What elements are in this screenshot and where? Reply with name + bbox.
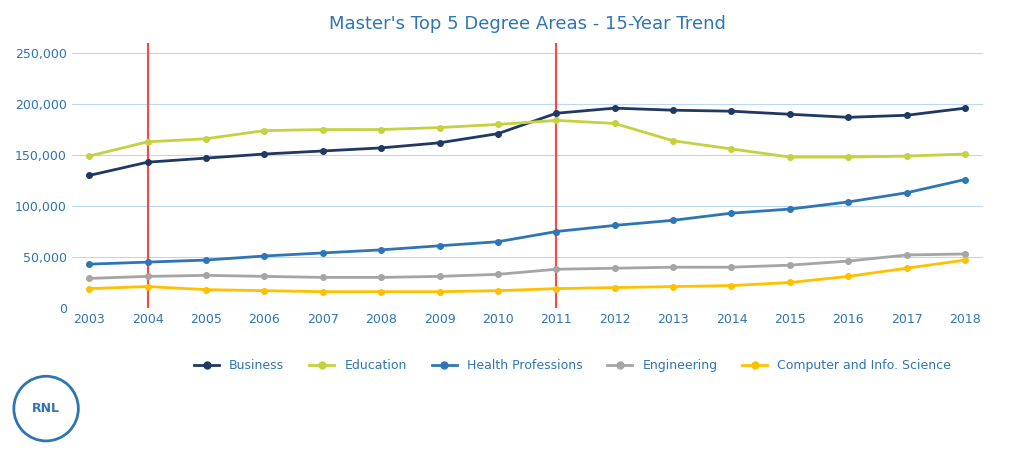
Business xyxy=(667,107,679,113)
Engineering xyxy=(958,251,971,257)
Circle shape xyxy=(13,376,79,441)
Health Professions xyxy=(842,199,854,205)
Business xyxy=(316,148,329,154)
Engineering xyxy=(433,274,445,279)
Title: Master's Top 5 Degree Areas - 15-Year Trend: Master's Top 5 Degree Areas - 15-Year Tr… xyxy=(329,15,726,33)
Computer and Info. Science xyxy=(258,288,270,293)
Business xyxy=(433,140,445,145)
Line: Health Professions: Health Professions xyxy=(86,177,968,267)
Education xyxy=(550,118,562,123)
Education xyxy=(258,128,270,133)
Business xyxy=(83,173,95,178)
Business xyxy=(725,109,737,114)
Business xyxy=(608,106,621,111)
Engineering xyxy=(608,265,621,271)
Education xyxy=(375,127,387,132)
Line: Business: Business xyxy=(86,106,968,178)
Health Professions xyxy=(433,243,445,248)
Computer and Info. Science xyxy=(492,288,504,293)
Engineering xyxy=(141,274,154,279)
Health Professions xyxy=(375,247,387,253)
Computer and Info. Science xyxy=(667,284,679,289)
Education xyxy=(608,121,621,126)
Line: Computer and Info. Science: Computer and Info. Science xyxy=(86,257,968,295)
Business xyxy=(200,155,212,161)
Health Professions xyxy=(141,260,154,265)
Health Professions xyxy=(608,223,621,228)
Business xyxy=(141,159,154,165)
Health Professions xyxy=(200,257,212,263)
Education xyxy=(316,127,329,132)
Health Professions xyxy=(783,207,796,212)
Computer and Info. Science xyxy=(141,284,154,289)
Engineering xyxy=(725,264,737,270)
Health Professions xyxy=(900,190,912,195)
Business xyxy=(783,111,796,117)
Business xyxy=(258,151,270,157)
Education xyxy=(667,138,679,144)
Engineering xyxy=(375,275,387,280)
Education xyxy=(725,146,737,152)
Business xyxy=(550,110,562,116)
Engineering xyxy=(316,275,329,280)
Education xyxy=(141,139,154,145)
Computer and Info. Science xyxy=(608,285,621,291)
Education xyxy=(433,125,445,130)
Computer and Info. Science xyxy=(958,257,971,263)
Education xyxy=(492,122,504,127)
Engineering xyxy=(550,267,562,272)
Engineering xyxy=(83,276,95,281)
Computer and Info. Science xyxy=(316,289,329,295)
Health Professions xyxy=(316,250,329,255)
Business xyxy=(900,113,912,118)
Computer and Info. Science xyxy=(433,289,445,295)
Business xyxy=(375,145,387,150)
Engineering xyxy=(200,273,212,278)
Health Professions xyxy=(550,229,562,234)
Computer and Info. Science xyxy=(200,287,212,292)
Engineering xyxy=(258,274,270,279)
Engineering xyxy=(842,258,854,264)
Health Professions xyxy=(83,261,95,267)
Business xyxy=(842,114,854,120)
Business xyxy=(492,131,504,136)
Text: RNL: RNL xyxy=(32,402,60,415)
Education xyxy=(200,136,212,141)
Computer and Info. Science xyxy=(550,286,562,291)
Education xyxy=(783,154,796,160)
Health Professions xyxy=(492,239,504,244)
Engineering xyxy=(492,272,504,277)
Computer and Info. Science xyxy=(842,274,854,279)
Line: Education: Education xyxy=(86,118,968,160)
Education xyxy=(900,154,912,159)
Business xyxy=(958,106,971,111)
Computer and Info. Science xyxy=(725,283,737,288)
Line: Engineering: Engineering xyxy=(86,251,968,281)
Computer and Info. Science xyxy=(375,289,387,295)
Health Professions xyxy=(958,177,971,182)
Computer and Info. Science xyxy=(83,286,95,291)
Education xyxy=(842,154,854,160)
Health Professions xyxy=(725,211,737,216)
Health Professions xyxy=(667,218,679,223)
Computer and Info. Science xyxy=(900,265,912,271)
Engineering xyxy=(900,252,912,258)
Education xyxy=(958,151,971,157)
Legend: Business, Education, Health Professions, Engineering, Computer and Info. Science: Business, Education, Health Professions,… xyxy=(189,354,956,377)
Health Professions xyxy=(258,253,270,259)
Engineering xyxy=(783,263,796,268)
Computer and Info. Science xyxy=(783,280,796,285)
Education xyxy=(83,154,95,159)
Engineering xyxy=(667,264,679,270)
